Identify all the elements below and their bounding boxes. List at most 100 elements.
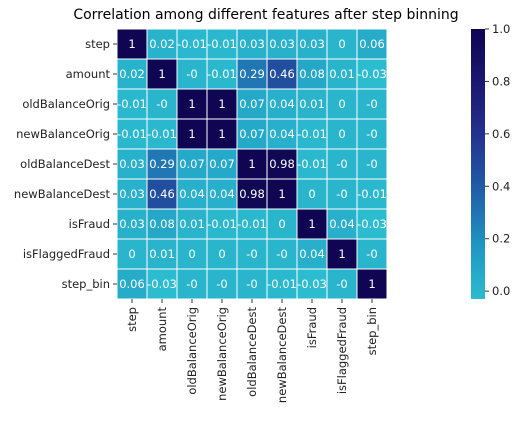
- heatmap-cell: [356, 58, 388, 90]
- cell-value-label: -0.01: [147, 127, 177, 141]
- cell-value-label: 0.02: [119, 67, 145, 81]
- heatmap-cell: [356, 118, 388, 150]
- cell-value-label: -0: [336, 187, 347, 201]
- cell-value-label: -0.03: [357, 217, 387, 231]
- cell-value-label: 0.03: [299, 37, 325, 51]
- x-tick-label: step: [125, 307, 139, 332]
- cell-value-label: 0.08: [299, 67, 325, 81]
- cell-value-label: 0.08: [149, 217, 175, 231]
- heatmap-cell: [296, 268, 328, 300]
- cell-value-label: -0: [276, 247, 287, 261]
- heatmap-cell: [206, 178, 238, 210]
- x-tick-label: oldBalanceDest: [245, 307, 259, 397]
- cell-value-label: -0.01: [357, 187, 387, 201]
- colorbar-tick-label: 1.0: [492, 22, 510, 36]
- cell-value-label: 0.07: [209, 157, 235, 171]
- heatmap-grid: 1 0.02 -0.01 -0.01 0.03 0.03 0.03 0 0.060.02 1 -0-…: [116, 28, 388, 300]
- cell-value-label: -0.01: [117, 97, 147, 111]
- cell-value-label: -0: [216, 277, 227, 291]
- heatmap-cell: [356, 238, 388, 270]
- cell-value-label: -0: [156, 97, 167, 111]
- heatmap-cell: [356, 178, 388, 210]
- heatmap-cell: [236, 268, 268, 300]
- y-tick-label: oldBalanceDest: [20, 157, 110, 171]
- cell-value-label: 1: [218, 127, 225, 141]
- heatmap-cell: [176, 238, 208, 270]
- cell-value-label: -0.03: [297, 277, 327, 291]
- cell-value-label: 0: [338, 97, 345, 111]
- heatmap-cell: [266, 148, 298, 180]
- cell-value-label: -0.01: [117, 127, 147, 141]
- y-tick-label: oldBalanceOrig: [22, 97, 110, 111]
- cell-value-label: -0: [366, 127, 377, 141]
- x-tick-label: oldBalanceOrig: [185, 307, 199, 395]
- cell-value-label: 0.01: [329, 67, 355, 81]
- heatmap-cell: [356, 88, 388, 120]
- heatmap-cell: [236, 208, 268, 240]
- cell-value-label: 0.98: [239, 187, 265, 201]
- heatmap-cell: [176, 58, 208, 90]
- x-tick-label: isFraud: [305, 307, 319, 348]
- cell-value-label: 1: [188, 97, 195, 111]
- colorbar-tick-label: 0.0: [492, 284, 510, 298]
- cell-value-label: 0: [188, 247, 195, 261]
- heatmap-cell: [116, 268, 148, 300]
- y-tick-label: isFlaggedFraud: [23, 247, 110, 261]
- heatmap-cell: [146, 178, 178, 210]
- heatmap-cell: [266, 268, 298, 300]
- heatmap-cell: [266, 28, 298, 60]
- heatmap-cell: [266, 238, 298, 270]
- heatmap-cell: [116, 88, 148, 120]
- cell-value-label: 0: [338, 37, 345, 51]
- cell-value-label: 1: [188, 127, 195, 141]
- cell-value-label: 0: [308, 187, 315, 201]
- cell-value-label: 0.04: [269, 97, 295, 111]
- cell-value-label: -0: [366, 247, 377, 261]
- cell-value-label: 0.02: [149, 37, 175, 51]
- cell-value-label: 0: [338, 127, 345, 141]
- cell-value-label: -0.01: [267, 277, 297, 291]
- cell-value-label: -0.03: [357, 67, 387, 81]
- cell-value-label: -0: [186, 277, 197, 291]
- cell-value-label: 0.03: [119, 157, 145, 171]
- cell-value-label: 0.46: [269, 67, 295, 81]
- cell-value-label: 0.04: [329, 217, 355, 231]
- cell-value-label: 1: [308, 217, 315, 231]
- heatmap-cell: [176, 178, 208, 210]
- cell-value-label: 0.01: [179, 217, 205, 231]
- cell-value-label: -0: [336, 157, 347, 171]
- cell-value-label: 0.03: [269, 37, 295, 51]
- y-tick-label: newBalanceOrig: [16, 127, 110, 141]
- y-tick-labels: step amount oldBalanceOrig newBalanceOrig ol…: [14, 37, 117, 291]
- cell-value-label: -0.01: [207, 217, 237, 231]
- heatmap-cell: [206, 268, 238, 300]
- cell-value-label: 0.29: [239, 67, 265, 81]
- cell-value-label: -0.01: [207, 67, 237, 81]
- cell-value-label: 0.07: [239, 97, 265, 111]
- cell-value-label: -0.01: [297, 157, 327, 171]
- cell-value-label: 1: [338, 247, 345, 261]
- cell-value-label: -0.01: [237, 217, 267, 231]
- heatmap-cell: [116, 148, 148, 180]
- cell-value-label: -0.03: [147, 277, 177, 291]
- x-tick-label: step_bin: [365, 307, 379, 355]
- heatmap-cell: [206, 238, 238, 270]
- heatmap-cell: [146, 88, 178, 120]
- heatmap-cell: [356, 148, 388, 180]
- cell-value-label: 0.07: [239, 127, 265, 141]
- cell-value-label: 0.98: [269, 157, 295, 171]
- cell-value-label: 0.46: [149, 187, 175, 201]
- cell-value-label: 0.01: [299, 97, 325, 111]
- heatmap-cell: [176, 88, 208, 120]
- cell-value-label: 0.03: [119, 187, 145, 201]
- cell-value-label: 1: [158, 67, 165, 81]
- cell-value-label: 0.29: [149, 157, 175, 171]
- cell-value-label: -0: [246, 277, 257, 291]
- cell-value-label: 0.04: [209, 187, 235, 201]
- cell-value-label: 0.04: [299, 247, 325, 261]
- colorbar-tick-label: 0.6: [492, 127, 510, 141]
- y-tick-label: newBalanceDest: [14, 187, 111, 201]
- heatmap-cell: [236, 238, 268, 270]
